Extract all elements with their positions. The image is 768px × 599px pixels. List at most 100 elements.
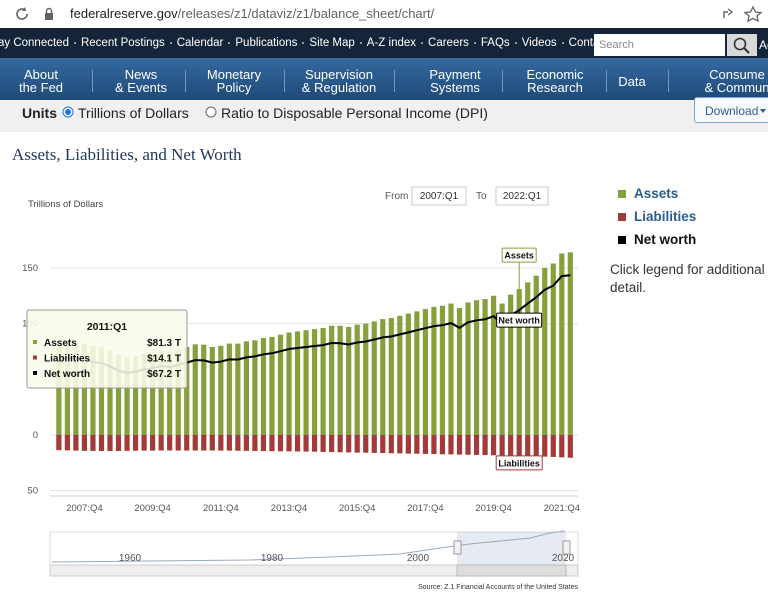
bar [141,353,147,435]
bar [363,323,369,435]
bar [218,434,224,451]
range-value: 2007:Q1 [420,191,459,202]
main-nav: About the Fed News & Events Monetary Policy Su… [0,58,768,100]
url[interactable]: federalreserve.gov/releases/z1/dataviz/z… [70,6,434,21]
bar [209,434,215,451]
bar [107,350,113,435]
range-input[interactable] [495,186,549,206]
bar [354,324,360,435]
bar [252,434,258,451]
radio-checked[interactable] [62,106,76,120]
bar [525,282,531,435]
range-value: 2022:Q1 [503,191,542,202]
nav-separator [606,70,607,92]
bar [294,331,301,435]
annotation-box [495,455,543,471]
annotation: Assets [504,251,534,261]
nav-separator [668,70,669,92]
bar [354,434,360,453]
nav-item[interactable]: Supervision & Regulation [279,68,399,94]
x-tick-label: 2009:Q4 [134,503,170,514]
utility-link[interactable]: Publications [235,37,298,49]
legend-note: Click legend for additional detail. [610,262,765,295]
bar [320,328,326,435]
bar [150,352,156,435]
nav-item[interactable]: Economic Research [495,68,615,94]
y-tick-label: 0 [33,430,38,441]
legend-label: Net worth [634,232,697,247]
legend-label: Assets [634,186,679,201]
tooltip-name: Assets [44,338,77,349]
utility-link[interactable]: Videos [521,37,557,49]
nav-item[interactable]: News & Events [81,68,201,94]
bar [380,319,386,435]
utility-link[interactable]: Site Map [309,37,355,49]
x-tick-label: 2019:Q4 [475,503,511,514]
bar [473,300,480,435]
search-input[interactable]: Search [594,34,725,56]
bar [329,434,335,453]
radio[interactable] [205,106,219,120]
bar [81,434,88,451]
navigator-label: 2020 [552,553,575,564]
bar [346,434,352,453]
navigator-handle [562,540,571,555]
legend-item[interactable]: Liabilities [610,205,768,228]
bar [311,329,318,435]
bar [439,434,446,455]
url-domain: federalreserve.gov [70,6,178,21]
bar [422,434,429,454]
utility-link[interactable]: Calendar [176,37,224,49]
y-tick-label: 150 [22,263,38,274]
bar [175,349,181,435]
bar [346,326,352,435]
range-input[interactable] [411,186,467,206]
separator-dot [228,42,231,44]
x-tick-label: 2021:Q4 [544,503,580,514]
bar [456,307,463,435]
search-button[interactable] [727,34,757,56]
bar [260,434,267,452]
utility-link[interactable]: A-Z index [366,37,417,49]
bar [388,434,394,454]
tooltip-swatch [33,371,37,375]
nav-separator [502,70,503,92]
legend-item[interactable]: Net worth [610,228,768,251]
bar [73,342,79,435]
bar [132,434,139,451]
bar [201,434,207,451]
bar [567,434,573,458]
scrollbar [49,564,579,577]
legend-item[interactable]: Assets [610,182,768,205]
chart: Assets, Liabilities, and Net Worth Trill… [12,145,580,591]
nav-item[interactable]: Data [572,75,692,88]
bar [226,434,232,451]
bar [158,350,164,435]
bar [243,434,249,451]
x-tick-label: 2007:Q4 [66,503,102,514]
nav-line: Data [618,74,646,89]
bar [533,275,539,435]
utility-link[interactable]: Careers [428,37,469,49]
nav-item[interactable]: Monetary Policy [174,68,294,94]
browser-actions[interactable] [720,5,768,23]
scrollbar-thumb[interactable] [456,564,567,577]
utility-link[interactable]: ay Connected [0,37,69,49]
bar [124,434,130,451]
bar [226,343,232,435]
bar [277,434,284,452]
download-button[interactable]: Download [694,97,768,123]
cut-link[interactable]: Ac [759,38,768,52]
bar [286,332,292,435]
units-option[interactable]: Ratio to Disposable Personal Income (DPI… [221,105,488,121]
nav-item[interactable]: About the Fed [0,68,101,94]
units-option[interactable]: Trillions of Dollars [78,105,189,121]
utility-link[interactable]: FAQs [480,37,510,49]
separator-dot [73,42,76,44]
utility-link[interactable]: Recent Postings [80,37,165,49]
bar [414,311,420,435]
nav-item[interactable]: Consume & Commun [677,68,768,94]
nav-item[interactable]: Payment Systems [395,68,515,94]
bar [422,309,429,435]
legend-swatch [618,235,626,244]
